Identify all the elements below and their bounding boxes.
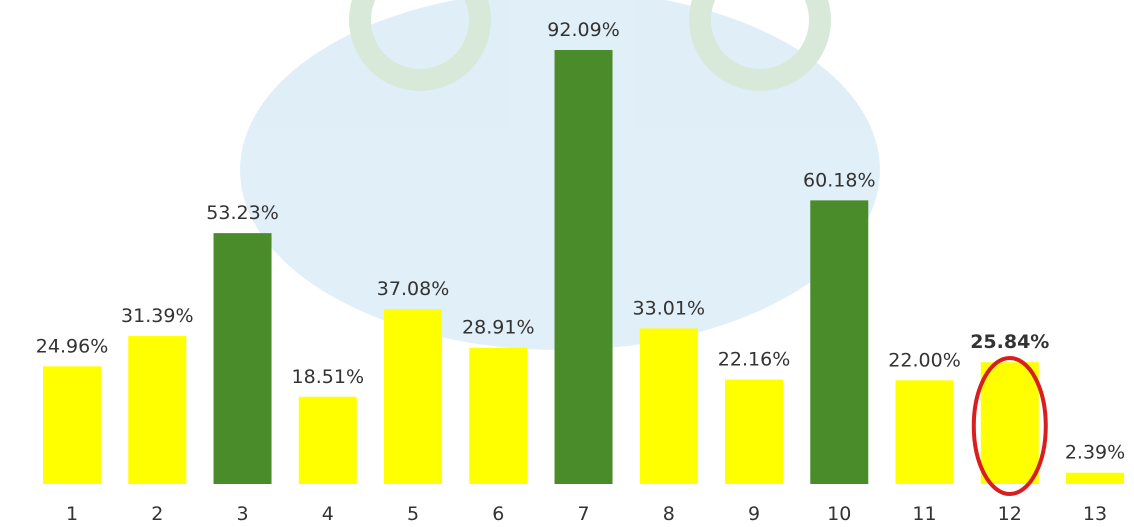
x-tick-label: 8 (663, 503, 675, 525)
x-tick-label: 7 (577, 503, 589, 525)
value-label: 37.08% (377, 278, 449, 300)
bar (896, 380, 954, 484)
value-label: 28.91% (462, 317, 534, 339)
value-label: 53.23% (206, 202, 278, 224)
bar (981, 362, 1039, 484)
bar (1066, 473, 1124, 484)
bar (725, 380, 783, 484)
value-label: 25.84% (970, 331, 1049, 353)
x-tick-label: 1 (66, 503, 78, 525)
value-label: 18.51% (292, 366, 364, 388)
x-tick-label: 5 (407, 503, 419, 525)
value-label: 92.09% (547, 19, 619, 41)
chart: 24.96% 1 31.39% 2 53.23% 3 18.51% 4 37.08% 5 28.91… (0, 0, 1134, 527)
bar (128, 336, 186, 484)
x-tick-label: 3 (236, 503, 248, 525)
bar (214, 233, 272, 484)
value-label: 33.01% (633, 297, 705, 319)
x-tick-label: 2 (151, 503, 163, 525)
bar (555, 50, 613, 484)
value-label: 24.96% (36, 335, 108, 357)
value-label: 22.16% (718, 349, 790, 371)
value-label: 60.18% (803, 169, 875, 191)
value-label: 2.39% (1065, 442, 1125, 464)
value-label: 31.39% (121, 305, 193, 327)
value-label: 22.00% (888, 349, 960, 371)
bar (43, 366, 101, 484)
bar (299, 397, 357, 484)
x-tick-label: 10 (827, 503, 851, 525)
x-tick-label: 12 (998, 503, 1022, 525)
x-tick-label: 6 (492, 503, 504, 525)
x-tick-label: 13 (1083, 503, 1107, 525)
bar (810, 200, 868, 484)
bar (469, 348, 527, 484)
bar (640, 328, 698, 484)
bar (384, 309, 442, 484)
x-tick-label: 4 (322, 503, 334, 525)
x-tick-label: 11 (912, 503, 936, 525)
x-tick-label: 9 (748, 503, 760, 525)
